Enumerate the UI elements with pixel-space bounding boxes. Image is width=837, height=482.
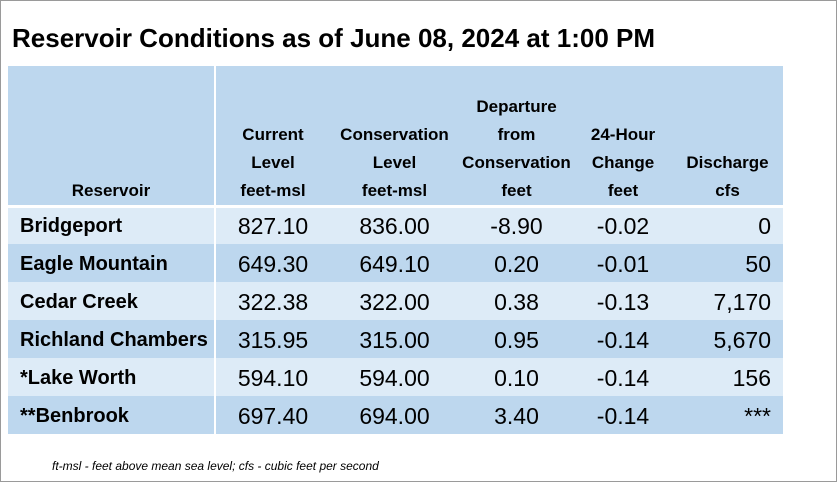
header-line: Current xyxy=(242,124,304,144)
conservation-level-cell: 315.00 xyxy=(330,320,459,358)
reservoir-name: Bridgeport xyxy=(8,204,216,244)
header-line: Level xyxy=(372,152,417,172)
header-24-hour-change: 24-Hour Change feet xyxy=(574,66,672,206)
discharge-cell: 156 xyxy=(672,358,783,396)
change-cell: -0.14 xyxy=(574,396,672,434)
table-row: Bridgeport 827.10 836.00 -8.90 -0.02 0 xyxy=(8,204,783,244)
table-row: Cedar Creek 322.38 322.00 0.38 -0.13 7,1… xyxy=(8,282,783,320)
table-row: Richland Chambers 315.95 315.00 0.95 -0.… xyxy=(8,320,783,358)
header-line: feet xyxy=(607,180,639,200)
header-row: Reservoir Current Level feet-msl Conserv… xyxy=(8,66,783,206)
page-title: Reservoir Conditions as of June 08, 2024… xyxy=(12,23,656,53)
current-level-cell: 649.30 xyxy=(215,244,330,282)
footnote: ft-msl - feet above mean sea level; cfs … xyxy=(52,459,379,473)
header-line: cfs xyxy=(715,180,740,200)
current-level-cell: 322.38 xyxy=(215,282,330,320)
discharge-cell: 5,670 xyxy=(672,320,783,358)
reservoir-name: **Benbrook xyxy=(8,396,216,434)
table-row: **Benbrook 697.40 694.00 3.40 -0.14 *** xyxy=(8,396,783,434)
header-line: Change xyxy=(591,152,655,172)
header-reservoir: Reservoir xyxy=(8,66,216,206)
table-row: *Lake Worth 594.10 594.00 0.10 -0.14 156 xyxy=(8,358,783,396)
header-line: Conservation xyxy=(340,124,449,144)
departure-cell: 0.95 xyxy=(459,320,574,358)
header-current-level: Current Level feet-msl xyxy=(215,66,330,206)
discharge-cell: 50 xyxy=(672,244,783,282)
header-line: from xyxy=(497,124,536,144)
reservoir-name: *Lake Worth xyxy=(8,358,216,396)
current-level-cell: 315.95 xyxy=(215,320,330,358)
header-discharge: Discharge cfs xyxy=(672,66,783,206)
current-level-cell: 594.10 xyxy=(215,358,330,396)
departure-cell: 3.40 xyxy=(459,396,574,434)
header-line: Discharge xyxy=(686,152,769,172)
departure-cell: 0.10 xyxy=(459,358,574,396)
reservoir-name: Eagle Mountain xyxy=(8,244,216,282)
header-conservation-level: Conservation Level feet-msl xyxy=(330,66,459,206)
header-line: Reservoir xyxy=(71,180,151,200)
reservoir-table: Reservoir Current Level feet-msl Conserv… xyxy=(8,66,783,434)
discharge-cell: 0 xyxy=(672,204,783,244)
conservation-level-cell: 649.10 xyxy=(330,244,459,282)
departure-cell: 0.20 xyxy=(459,244,574,282)
table-row: Eagle Mountain 649.30 649.10 0.20 -0.01 … xyxy=(8,244,783,282)
header-line: 24-Hour xyxy=(590,124,656,144)
header-line: feet-msl xyxy=(361,180,428,200)
header-line: Conservation xyxy=(462,152,571,172)
conservation-level-cell: 694.00 xyxy=(330,396,459,434)
current-level-cell: 827.10 xyxy=(215,204,330,244)
departure-cell: 0.38 xyxy=(459,282,574,320)
header-line: Departure xyxy=(476,96,557,116)
discharge-cell: 7,170 xyxy=(672,282,783,320)
header-line: Level xyxy=(251,152,295,172)
departure-cell: -8.90 xyxy=(459,204,574,244)
change-cell: -0.14 xyxy=(574,358,672,396)
discharge-cell: *** xyxy=(672,396,783,434)
header-line: feet xyxy=(501,180,532,200)
conservation-level-cell: 322.00 xyxy=(330,282,459,320)
conservation-level-cell: 836.00 xyxy=(330,204,459,244)
change-cell: -0.02 xyxy=(574,204,672,244)
change-cell: -0.14 xyxy=(574,320,672,358)
change-cell: -0.01 xyxy=(574,244,672,282)
header-line: feet-msl xyxy=(240,180,306,200)
reservoir-name: Cedar Creek xyxy=(8,282,216,320)
header-departure: Departure from Conservation feet xyxy=(459,66,574,206)
current-level-cell: 697.40 xyxy=(215,396,330,434)
change-cell: -0.13 xyxy=(574,282,672,320)
conservation-level-cell: 594.00 xyxy=(330,358,459,396)
reservoir-name: Richland Chambers xyxy=(8,320,216,358)
